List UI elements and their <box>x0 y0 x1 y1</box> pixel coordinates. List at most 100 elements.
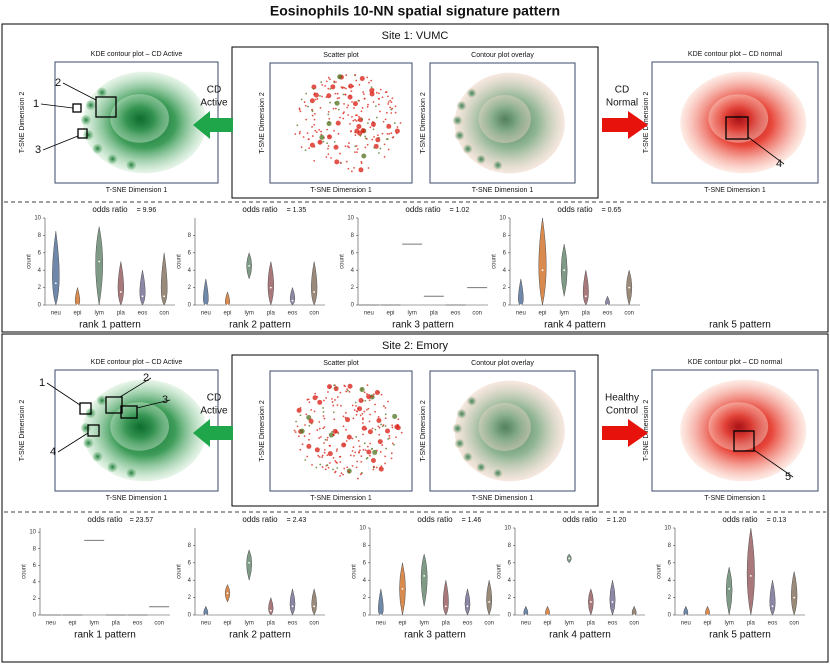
scatter-dot <box>374 105 377 108</box>
x-tick-label: con <box>309 621 319 627</box>
y-tick-label: 10 <box>347 216 354 222</box>
odds-label: odds ratio <box>242 205 278 214</box>
y-axis-label: count <box>352 564 358 579</box>
scatter-dot <box>380 465 383 468</box>
scatter-dot <box>313 410 316 413</box>
scatter-dot <box>301 443 304 446</box>
scatter-dot <box>377 97 380 100</box>
y-tick-label: 10 <box>499 216 506 222</box>
x-axis-label: T-SNE Dimension 1 <box>106 187 168 194</box>
x-tick-label: con <box>624 311 634 317</box>
scatter-dot <box>316 98 319 100</box>
scatter-dot <box>323 399 325 402</box>
scatter-dot <box>320 130 322 133</box>
scatter-dot <box>371 138 374 141</box>
y-tick-label: 8 <box>508 543 512 549</box>
y-tick-label: 4 <box>188 578 192 584</box>
scatter-dot <box>355 79 358 82</box>
scatter-dot <box>351 115 353 118</box>
rank-label: rank 4 pattern <box>544 320 606 331</box>
violin-median <box>611 601 614 603</box>
scatter-dot <box>369 126 372 129</box>
violin <box>311 261 318 306</box>
scatter-dot <box>357 119 360 121</box>
scatter-dot <box>395 436 397 439</box>
scatter-dot <box>386 123 392 129</box>
scatter-dot <box>326 436 329 439</box>
odds-value: = 1.46 <box>462 517 482 524</box>
scatter-dot <box>335 431 337 434</box>
scatter-dot <box>325 96 328 99</box>
scatter-dot <box>304 424 306 426</box>
y-tick-label: 10 <box>34 216 41 222</box>
scatter-dot <box>355 145 358 147</box>
scatter-dot <box>329 101 331 104</box>
scatter-dot <box>308 147 311 150</box>
scatter-dot <box>370 121 376 127</box>
x-tick-label: epi <box>73 311 81 317</box>
scatter-dot <box>326 464 329 466</box>
scatter-dot <box>374 410 376 413</box>
scatter-dot <box>383 156 386 158</box>
violin <box>725 566 733 616</box>
scatter-dot <box>360 162 363 165</box>
scatter-dot <box>356 124 362 130</box>
scatter-dot <box>373 393 375 396</box>
violin-median <box>291 605 294 608</box>
scatter-dot <box>326 134 332 140</box>
scatter-dot <box>345 87 347 90</box>
scatter-dot <box>377 416 380 418</box>
scatter-dot <box>386 111 388 114</box>
x-tick-label: pla <box>430 311 439 317</box>
scatter-dot <box>343 86 346 89</box>
scatter-dot <box>353 454 355 457</box>
y-tick-label: 8 <box>503 233 507 239</box>
violin <box>791 571 798 616</box>
scatter-dot <box>339 75 342 78</box>
scatter-dot <box>375 466 378 469</box>
x-tick-label: epi <box>703 621 711 627</box>
marker-label: 3 <box>162 394 168 406</box>
scatter-dot <box>329 444 332 447</box>
density-blob <box>462 143 473 154</box>
marker-label: 1 <box>33 98 39 110</box>
scatter-dot <box>333 140 336 143</box>
scatter-dot <box>342 415 345 418</box>
scatter-dot <box>327 466 330 469</box>
scatter-dot <box>379 451 382 453</box>
y-axis-label: T-SNE Dimension 2 <box>643 92 650 154</box>
scatter-dot <box>372 101 375 103</box>
scatter-dot <box>384 413 387 416</box>
y-tick-label: 0 <box>351 303 355 309</box>
scatter-dot <box>299 428 305 434</box>
x-tick-label: con <box>629 621 639 627</box>
odds-value: = 0.13 <box>767 517 787 524</box>
x-tick-label: lym <box>244 311 253 317</box>
scatter-dot <box>318 128 321 131</box>
scatter-dot <box>337 74 343 80</box>
violin <box>378 588 384 616</box>
scatter-dot <box>361 129 364 132</box>
scatter-dot <box>345 74 348 77</box>
violin <box>289 286 296 306</box>
y-tick-label: 4 <box>38 268 42 274</box>
scatter-dot <box>343 103 345 105</box>
violin-median <box>606 304 609 306</box>
site-box <box>1 23 829 333</box>
violin-median <box>728 588 731 590</box>
scatter-dot <box>304 149 307 152</box>
y-tick-label: 0 <box>188 613 192 619</box>
scatter-dot <box>348 83 354 89</box>
scatter-dot <box>336 448 339 451</box>
violin <box>246 549 253 582</box>
scatter-dot <box>362 93 365 96</box>
scatter-dot <box>357 406 363 412</box>
scatter-dot <box>340 86 343 88</box>
scatter-dot <box>390 452 393 455</box>
x-tick-label: lym <box>724 621 733 627</box>
scatter-dot <box>332 107 335 110</box>
scatter-dot <box>327 76 330 79</box>
scatter-dot <box>364 135 367 138</box>
violin <box>52 231 60 306</box>
panel-title: KDE contour plot – CD normal <box>688 359 783 366</box>
